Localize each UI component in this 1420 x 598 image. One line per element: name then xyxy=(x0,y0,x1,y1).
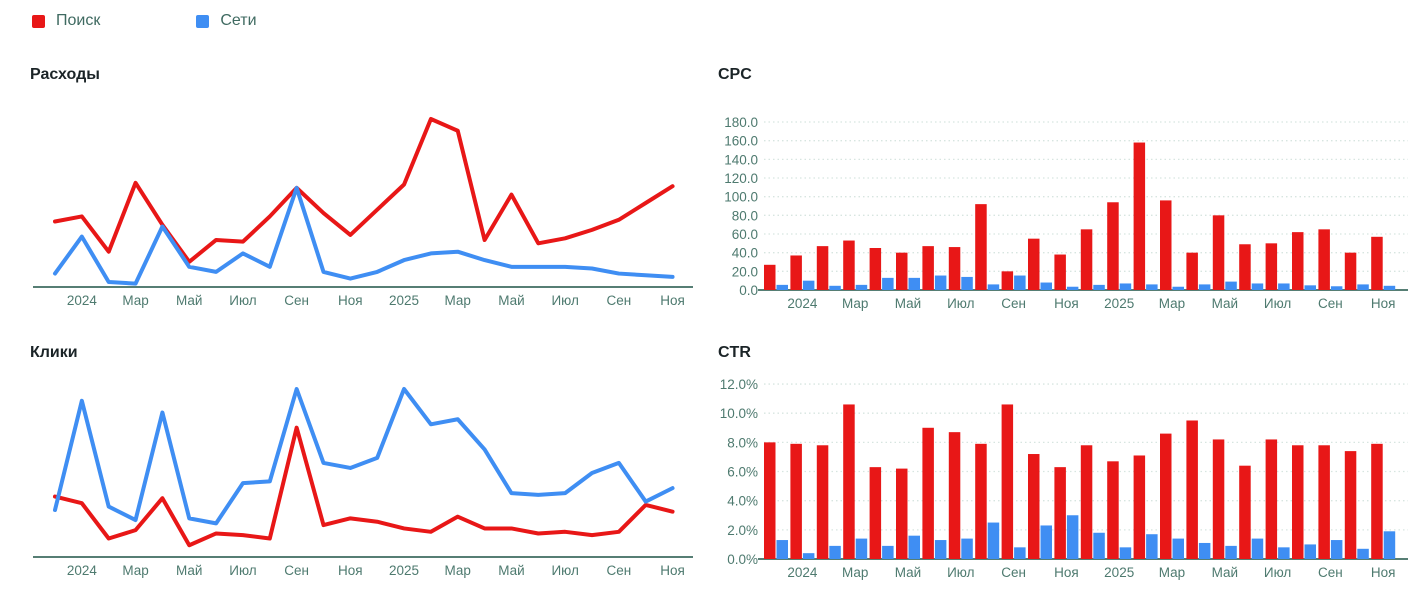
svg-text:180.0: 180.0 xyxy=(724,115,758,130)
svg-text:Май: Май xyxy=(498,293,524,308)
svg-text:Мар: Мар xyxy=(842,565,868,580)
svg-text:0.0%: 0.0% xyxy=(727,552,758,567)
legend: Поиск Сети xyxy=(32,12,257,30)
svg-text:Июл: Июл xyxy=(229,293,256,308)
svg-text:80.0: 80.0 xyxy=(732,208,758,223)
networks-series-swatch xyxy=(196,14,210,28)
legend-item-networks[interactable]: Сети xyxy=(196,12,257,30)
svg-text:Июл: Июл xyxy=(551,563,578,578)
svg-text:20.0: 20.0 xyxy=(732,264,758,279)
svg-text:4.0%: 4.0% xyxy=(727,494,758,509)
svg-text:140.0: 140.0 xyxy=(724,152,758,167)
svg-text:2025: 2025 xyxy=(389,293,419,308)
svg-text:2025: 2025 xyxy=(389,563,419,578)
svg-text:Ноя: Ноя xyxy=(660,563,685,578)
svg-text:Май: Май xyxy=(176,293,202,308)
svg-text:2025: 2025 xyxy=(1104,565,1134,580)
svg-text:12.0%: 12.0% xyxy=(720,377,758,392)
svg-text:Мар: Мар xyxy=(445,293,471,308)
svg-text:Ноя: Ноя xyxy=(1054,296,1079,311)
svg-text:Сен: Сен xyxy=(284,293,309,308)
svg-text:2024: 2024 xyxy=(787,565,818,580)
svg-text:Мар: Мар xyxy=(122,293,148,308)
svg-text:Мар: Мар xyxy=(122,563,148,578)
svg-text:Ноя: Ноя xyxy=(1371,565,1396,580)
ctr-chart-title: CTR xyxy=(718,344,751,361)
svg-text:6.0%: 6.0% xyxy=(727,465,758,480)
svg-text:2.0%: 2.0% xyxy=(727,523,758,538)
svg-text:Ноя: Ноя xyxy=(338,563,363,578)
svg-text:Июл: Июл xyxy=(1264,565,1291,580)
svg-text:Мар: Мар xyxy=(842,296,868,311)
svg-text:Май: Май xyxy=(1212,296,1238,311)
svg-text:Сен: Сен xyxy=(1318,296,1343,311)
svg-text:2024: 2024 xyxy=(67,563,98,578)
svg-text:Май: Май xyxy=(895,296,921,311)
svg-text:Ноя: Ноя xyxy=(1054,565,1079,580)
svg-text:Май: Май xyxy=(895,565,921,580)
clicks-plot-area[interactable]: 2024 Мар Май Июл Сен Ноя 2025 Мар Май Июл Сен Ноя xyxy=(25,366,705,582)
svg-text:Ноя: Ноя xyxy=(660,293,685,308)
svg-text:2024: 2024 xyxy=(787,296,818,311)
legend-label-networks: Сети xyxy=(220,12,257,29)
svg-text:Июл: Июл xyxy=(551,293,578,308)
svg-text:Сен: Сен xyxy=(606,563,631,578)
svg-text:160.0: 160.0 xyxy=(724,134,758,149)
svg-text:Июл: Июл xyxy=(1264,296,1291,311)
svg-text:Сен: Сен xyxy=(606,293,631,308)
legend-item-search[interactable]: Поиск xyxy=(32,12,100,30)
ctr-plot-area[interactable]: 0.0% 2.0% 4.0% 6.0% 8.0% 10.0% 12.0% 2024 Мар Май… xyxy=(710,366,1416,582)
svg-text:Ноя: Ноя xyxy=(338,293,363,308)
svg-text:Ноя: Ноя xyxy=(1371,296,1396,311)
svg-text:0.0: 0.0 xyxy=(739,283,758,298)
cpc-plot-area[interactable]: 0.0 20.0 40.0 60.0 80.0 100.0 120.0 140.0 160.0 1… xyxy=(710,96,1416,326)
svg-text:60.0: 60.0 xyxy=(732,227,758,242)
svg-text:Мар: Мар xyxy=(445,563,471,578)
svg-text:10.0%: 10.0% xyxy=(720,406,758,421)
svg-text:Сен: Сен xyxy=(1001,565,1026,580)
svg-text:Мар: Мар xyxy=(1159,296,1185,311)
svg-text:Мар: Мар xyxy=(1159,565,1185,580)
svg-text:2025: 2025 xyxy=(1104,296,1134,311)
search-series-swatch xyxy=(32,14,45,28)
svg-text:100.0: 100.0 xyxy=(724,190,758,205)
svg-text:Май: Май xyxy=(176,563,202,578)
cpc-chart-title: CPC xyxy=(718,66,752,83)
svg-text:8.0%: 8.0% xyxy=(727,435,758,450)
svg-text:Сен: Сен xyxy=(1318,565,1343,580)
svg-text:Май: Май xyxy=(498,563,524,578)
svg-text:Сен: Сен xyxy=(284,563,309,578)
svg-text:Май: Май xyxy=(1212,565,1238,580)
expenses-plot-area[interactable]: 2024 Мар Май Июл Сен Ноя 2025 Мар Май Июл Сен Ноя xyxy=(25,96,705,326)
svg-text:40.0: 40.0 xyxy=(732,246,758,261)
svg-text:Июл: Июл xyxy=(947,565,974,580)
svg-text:120.0: 120.0 xyxy=(724,171,758,186)
svg-text:Июл: Июл xyxy=(947,296,974,311)
svg-text:Июл: Июл xyxy=(229,563,256,578)
svg-text:Сен: Сен xyxy=(1001,296,1026,311)
expenses-chart-title: Расходы xyxy=(30,66,100,83)
legend-label-search: Поиск xyxy=(56,12,101,29)
svg-text:2024: 2024 xyxy=(67,293,98,308)
clicks-chart-title: Клики xyxy=(30,344,78,361)
